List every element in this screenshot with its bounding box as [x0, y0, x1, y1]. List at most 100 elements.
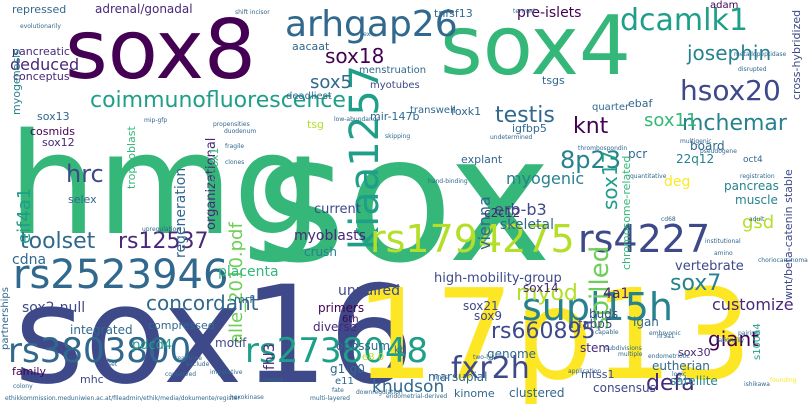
word-sox7: sox7 — [670, 271, 721, 296]
word-josephin: josephin — [686, 41, 771, 65]
word-tsg: tsg — [307, 118, 324, 131]
word-sox16: sox16 — [14, 257, 414, 404]
word-fabp5: fabp5 — [578, 317, 612, 331]
word-spilled: spilled — [585, 246, 615, 330]
word-ebaf: ebaf — [628, 97, 653, 110]
word-quarter: quarter — [592, 102, 630, 113]
word-rs1794275: rs1794275 — [370, 217, 575, 261]
word-repressed: repressed — [12, 3, 66, 16]
word-incisor: incisor — [250, 9, 270, 16]
word-diverse: diverse — [313, 320, 357, 334]
word-primers: primers — [318, 301, 364, 315]
word-mchemar: mchemar — [682, 111, 788, 136]
word-selex: selex — [68, 193, 97, 206]
word-tsgs: tsgs — [542, 74, 565, 87]
word-conceptus: conceptus — [13, 70, 70, 83]
word-myogenic: myogenic — [506, 169, 584, 188]
word-rs660895: rs660895 — [491, 319, 596, 344]
word-igfbp5: igfbp5 — [512, 122, 547, 135]
word-genome: genome — [487, 347, 536, 361]
word-founding: founding — [770, 377, 797, 384]
word-sox17: sox17 — [598, 151, 622, 210]
word-dcamlk1: dcamlk1 — [620, 3, 748, 38]
word-pairing: pairing — [738, 330, 759, 337]
word-vienna: vienna — [475, 196, 494, 250]
word-evolutionarily: evolutionarily — [20, 23, 61, 30]
word-sox30: sox30 — [678, 346, 711, 359]
word-toolset: toolset — [20, 229, 96, 254]
word-rs2523946: rs2523946 — [13, 252, 228, 298]
word-embryonic: embryonic — [649, 330, 681, 337]
word-deadliest: deadliest — [286, 91, 332, 102]
word-sox13: sox13 — [37, 110, 70, 123]
word-myogenesis: myogenesis — [10, 49, 23, 115]
word-multigenic: multigenic — [680, 138, 712, 145]
word-fhl3: fhl3 — [262, 343, 278, 370]
word-stem: stem — [580, 341, 610, 355]
word-real-time: real-time — [175, 355, 202, 362]
word-sox: sox — [255, 99, 551, 302]
word-pancreas: pancreas — [724, 179, 779, 193]
word-crush: crush — [304, 245, 337, 259]
word-rs4227: rs4227 — [578, 217, 710, 261]
word-choriocarcinoma: choriocarcinoma — [758, 257, 808, 264]
word-6th: 6th — [342, 314, 359, 325]
word-transwell: transwell — [410, 105, 456, 116]
word-skipping: skipping — [385, 133, 410, 140]
word-myod: myod — [516, 281, 578, 306]
word-hsox20: hsox20 — [680, 74, 781, 107]
word-sox2-null: sox2-null — [22, 300, 85, 316]
word-testis: testis — [495, 103, 555, 128]
word-erb-b3: erb-b3 — [494, 200, 547, 219]
word-coimmunofluorescence: coimmunofluorescence — [90, 88, 346, 113]
word-board: board — [690, 139, 725, 153]
word-knudson: knudson — [372, 377, 444, 397]
word-rs12537: rs12537 — [118, 229, 209, 254]
word-regeneration: regeneration — [173, 168, 189, 258]
word-e8-0: e8.0 — [362, 352, 384, 363]
word-buds: buds — [589, 307, 618, 321]
word-gsd: gsd — [742, 212, 774, 233]
word-undetermined: undetermined — [490, 134, 533, 141]
word-s100a4: s100a4 — [752, 323, 763, 360]
word-unpaired: unpaired — [338, 283, 400, 299]
word-mtss1: mtss1 — [581, 368, 615, 381]
word-concordant: concordant — [146, 291, 259, 315]
word-placenta: placenta — [218, 264, 279, 280]
word-hand-binding: hand-binding — [428, 178, 468, 185]
word-multi-layered: multi-layered — [310, 395, 350, 402]
word-sox8: sox8 — [65, 3, 256, 98]
word-consensus: consensus — [593, 381, 656, 395]
word-foxk1: foxk1 — [451, 105, 481, 118]
word-pseudogene: pseudogene — [700, 148, 737, 155]
word-upregulation: upregulation — [142, 226, 180, 233]
word-deduced: deduced — [10, 55, 79, 74]
word-pancreatic: pancreatic — [12, 45, 70, 58]
word-fragile: fragile — [225, 143, 244, 150]
word-termed: termed — [513, 8, 535, 15]
word-e11: e11 — [335, 376, 354, 387]
word-partnerships: partnerships — [0, 287, 11, 350]
word-ishikawa: ishikawa — [744, 381, 770, 388]
word-logic: logic — [672, 371, 686, 378]
word-adrenal-gonadal: adrenal/gonadal — [95, 2, 193, 16]
word-oct4: oct4 — [743, 155, 763, 165]
word-disrupted: disrupted — [738, 66, 767, 73]
word-sox11: sox11 — [644, 110, 697, 131]
word-hexokinase: hexokinase — [230, 394, 264, 401]
word-eif4a1: eif4a1 — [14, 188, 35, 244]
word-muscle: muscle — [735, 193, 778, 207]
word-fate: fate — [332, 387, 344, 394]
word-cosmids: cosmids — [30, 125, 75, 138]
word-rationally: rationally — [716, 337, 745, 344]
word-wnt-beta-catenin-stable: wnt/beta-catenin stable — [782, 169, 795, 300]
word-pre-islets: pre-islets — [517, 5, 581, 21]
word-nr5a1: nr5a1 — [657, 333, 675, 340]
word-sox21: sox21 — [463, 299, 499, 313]
word-defa: defa — [646, 371, 695, 396]
word-registration: registration — [740, 173, 775, 180]
word-high-mobility-group: high-mobility-group — [434, 271, 562, 286]
word-4a1: 4a1 — [603, 286, 629, 302]
